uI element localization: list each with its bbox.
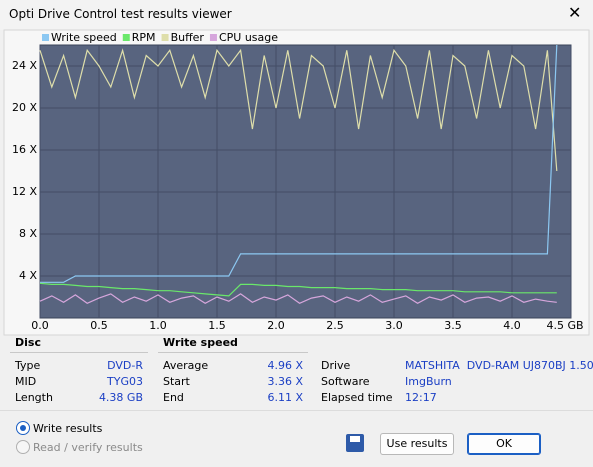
y-tick-label: 8 X xyxy=(19,227,37,240)
close-button[interactable]: ✕ xyxy=(568,3,582,22)
radio-button[interactable] xyxy=(16,440,30,454)
window-title: Opti Drive Control test results viewer xyxy=(9,7,232,21)
save-icon[interactable] xyxy=(346,434,364,452)
separator xyxy=(0,410,593,411)
x-tick-label: 2.5 xyxy=(326,319,344,332)
legend-label: CPU usage xyxy=(219,31,278,44)
info-value: 12:17 xyxy=(405,391,437,404)
chart: 4 X 8 X 12 X 16 X 20 X 24 X 0.0 0.5 1.0 1.5 2.0 2.5… xyxy=(3,29,590,336)
info-label: MID xyxy=(15,375,37,388)
plot-area xyxy=(39,44,572,319)
legend-swatch xyxy=(209,34,217,41)
series-line xyxy=(39,293,557,304)
section-heading: Disc xyxy=(15,336,41,349)
x-tick-label: 2.0 xyxy=(267,319,285,332)
info-label: Drive xyxy=(321,359,351,372)
separator xyxy=(158,352,308,353)
radio-button[interactable] xyxy=(16,421,30,435)
info-value: DVD-R xyxy=(107,359,143,372)
x-tick-label: 0.5 xyxy=(90,319,108,332)
legend-swatch xyxy=(42,34,49,41)
info-value: 3.36 X xyxy=(267,375,303,388)
y-tick-label: 16 X xyxy=(12,143,37,156)
radio-label[interactable]: Read / verify results xyxy=(33,441,143,454)
legend-label: Write speed xyxy=(51,31,117,44)
x-tick-label: 3.5 xyxy=(444,319,462,332)
info-value: 6.11 X xyxy=(267,391,303,404)
title-bar xyxy=(0,0,593,30)
y-tick-label: 24 X xyxy=(12,59,37,72)
legend-label: RPM xyxy=(132,31,156,44)
info-label: Type xyxy=(15,359,41,372)
info-label: Elapsed time xyxy=(321,391,393,404)
info-label: Software xyxy=(321,375,370,388)
x-tick-label: 3.0 xyxy=(385,319,403,332)
y-tick-label: 12 X xyxy=(12,185,37,198)
info-label: Average xyxy=(163,359,209,372)
info-label: Length xyxy=(15,391,53,404)
section-heading: Write speed xyxy=(163,336,238,349)
info-label: End xyxy=(163,391,184,404)
x-tick-label: 1.5 xyxy=(208,319,226,332)
radio-label[interactable]: Write results xyxy=(33,422,103,435)
info-value: MATSHITA DVD-RAM UJ870BJ 1.50 xyxy=(405,359,593,372)
ok-button[interactable]: OK xyxy=(467,433,541,455)
series-line xyxy=(39,48,558,172)
series-line xyxy=(40,44,558,283)
x-tick-label: 4.0 xyxy=(503,319,521,332)
y-tick-label: 4 X xyxy=(19,269,37,282)
legend-swatch xyxy=(122,34,130,41)
info-value: ImgBurn xyxy=(405,375,452,388)
info-label: Start xyxy=(163,375,190,388)
series-line xyxy=(39,282,557,297)
info-value: 4.96 X xyxy=(267,359,303,372)
x-tick-label: 1.0 xyxy=(149,319,167,332)
legend-swatch xyxy=(161,34,169,41)
info-value: 4.38 GB xyxy=(98,391,143,404)
x-tick-label: 0.0 xyxy=(31,319,49,332)
y-tick-label: 20 X xyxy=(12,101,37,114)
legend-label: Buffer xyxy=(171,31,205,44)
use-results-button[interactable]: Use results xyxy=(380,433,454,455)
x-tick-label: 4.5 GB xyxy=(546,319,583,332)
info-value: TYG03 xyxy=(107,375,143,388)
separator xyxy=(10,352,148,353)
